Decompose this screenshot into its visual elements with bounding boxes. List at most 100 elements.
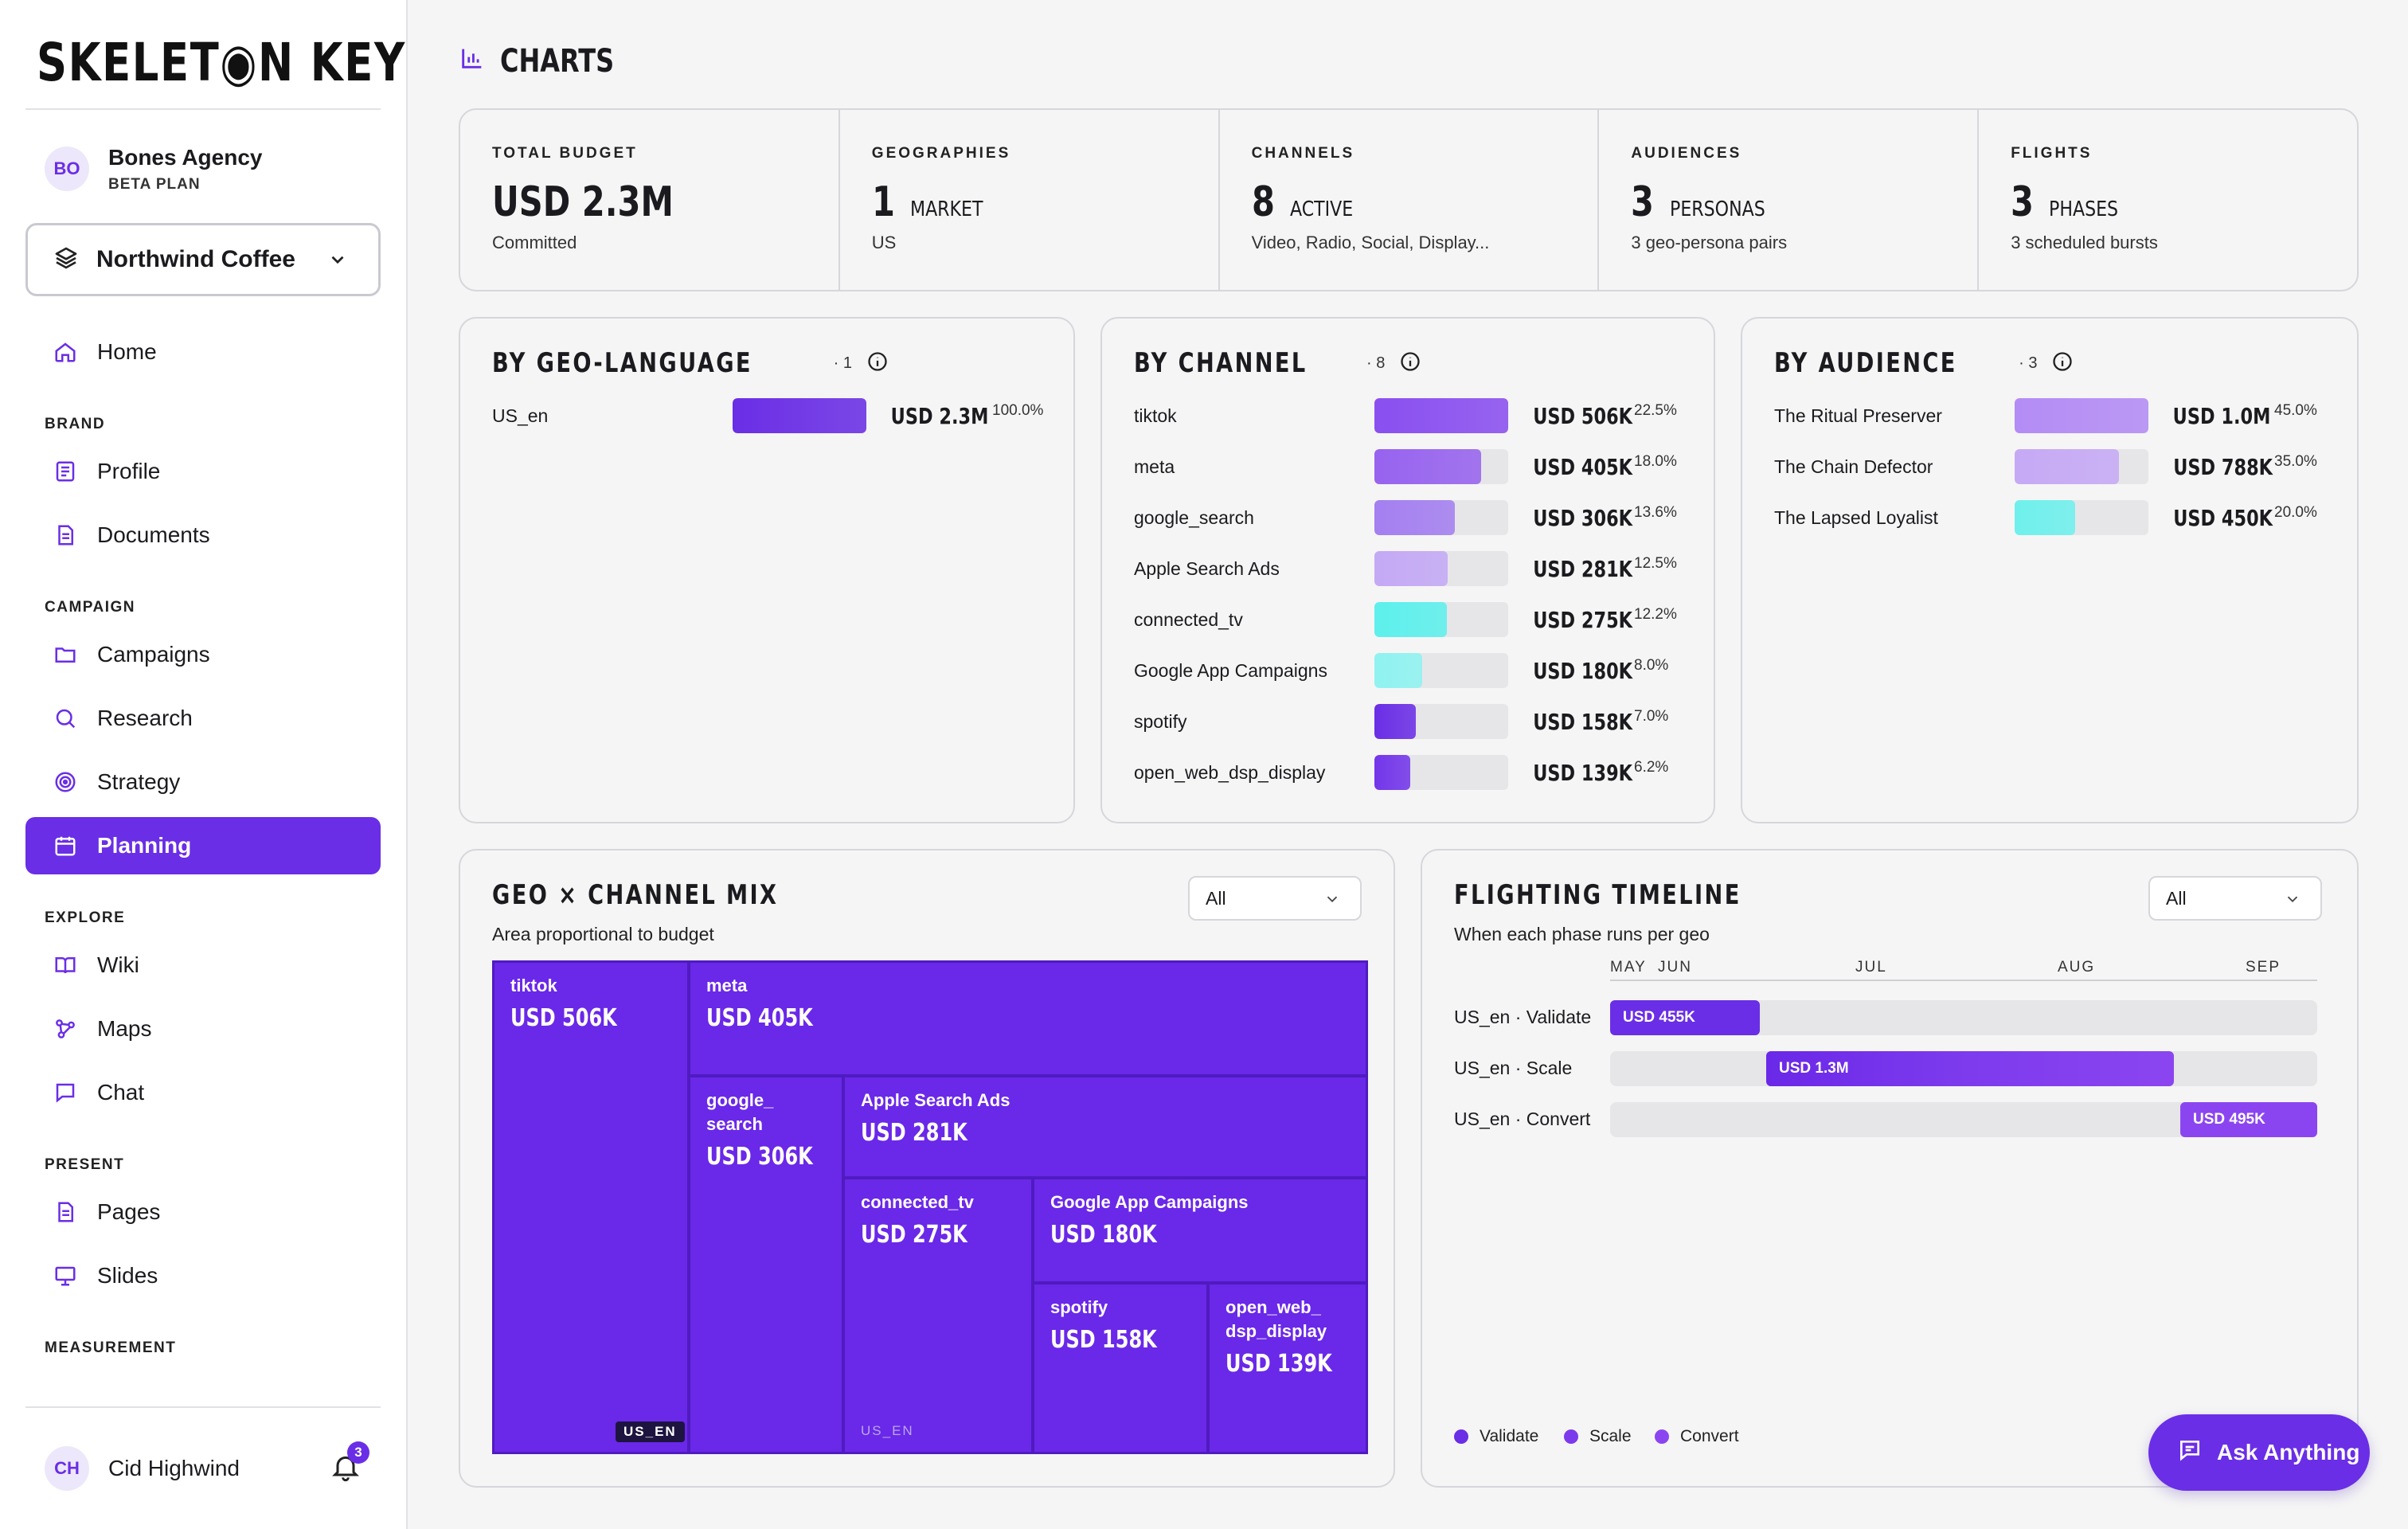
breakdown-row[interactable]: connected_tv USD 275K 12.2% (1134, 600, 1707, 639)
nav-pages[interactable]: Pages (25, 1183, 381, 1241)
flight-row-label: US_en · Validate (1454, 1007, 1592, 1027)
nav-campaigns[interactable]: Campaigns (25, 626, 381, 683)
mix-filter-select[interactable]: All (1188, 876, 1362, 921)
row-amount: USD 788K (2173, 453, 2273, 480)
row-percent: 100.0% (992, 402, 1044, 419)
tile-value: USD 506K (510, 1004, 617, 1032)
row-amount-wrap: USD 281K (1508, 556, 1632, 582)
tile-value: USD 306K (706, 1143, 813, 1171)
card-count: · 8 (1366, 354, 1386, 372)
tile-name: spotify (1050, 1297, 1108, 1317)
project-selector[interactable]: Northwind Coffee (25, 223, 381, 296)
app-logo[interactable]: SKELET◉N KEY (37, 32, 406, 93)
home-icon (53, 339, 78, 365)
tile-value: USD 405K (706, 1004, 813, 1032)
notification-badge: 3 (347, 1441, 369, 1464)
row-amount-wrap: USD 2.3M (866, 403, 989, 429)
nav-section-explore: EXPLORE (45, 909, 126, 926)
treemap-tile-connected-tv[interactable]: connected_tv USD 275K US_EN (842, 1177, 1034, 1454)
stat-sub: 3 geo-persona pairs (1631, 233, 1788, 252)
nav-section-measurement: MEASUREMENT (45, 1339, 177, 1356)
tile-name: Apple Search Ads (861, 1090, 1010, 1110)
ask-anything-button[interactable]: Ask Anything (2148, 1414, 2370, 1491)
breakdown-row[interactable]: Apple Search Ads USD 281K 12.5% (1134, 549, 1707, 588)
ask-anything-label: Ask Anything (2217, 1440, 2360, 1464)
treemap-tile-google-app-campaigns[interactable]: Google App Campaigns USD 180K (1032, 1177, 1368, 1284)
row-percent: 6.2% (1634, 759, 1669, 776)
legend-convert: Convert (1655, 1427, 1739, 1446)
card-count: · 3 (2019, 354, 2038, 372)
nav-slides[interactable]: Slides (25, 1247, 381, 1304)
stat-unit: MARKET (909, 197, 983, 221)
nav-wiki-label: Wiki (97, 952, 139, 977)
row-name: Google App Campaigns (1134, 659, 1327, 681)
nav-chat[interactable]: Chat (25, 1064, 381, 1121)
row-amount-wrap: USD 450K (2148, 505, 2273, 531)
treemap-tile-apple-search-ads[interactable]: Apple Search Ads USD 281K (842, 1075, 1368, 1179)
bar-fill (1374, 704, 1417, 739)
breakdown-row[interactable]: spotify USD 158K 7.0% (1134, 702, 1707, 741)
user-name[interactable]: Cid Highwind (108, 1456, 240, 1480)
info-icon[interactable] (866, 350, 889, 377)
row-percent: 7.0% (1634, 708, 1669, 725)
row-name: open_web_dsp_display (1134, 761, 1326, 783)
bar-track (733, 398, 866, 433)
row-percent: 35.0% (2274, 453, 2317, 470)
flighting-filter-select[interactable]: All (2148, 876, 2322, 921)
by-geo-card: BY GEO-LANGUAGE · 1 US_en USD 2.3M 100.0% (459, 317, 1075, 823)
flight-bar-convert[interactable]: USD 495K (2180, 1102, 2317, 1137)
bar-fill (1374, 551, 1448, 586)
row-amount: USD 2.3M (890, 402, 989, 429)
tile-value: USD 275K (861, 1221, 968, 1249)
treemap-tile-open-web-dsp-display[interactable]: open_web_ dsp_display USD 139K (1207, 1282, 1368, 1454)
nav-research[interactable]: Research (25, 690, 381, 747)
chevron-down-icon (2284, 890, 2301, 913)
user-avatar[interactable]: CH (45, 1446, 89, 1491)
info-icon[interactable] (1399, 350, 1421, 377)
nav-maps[interactable]: Maps (25, 1000, 381, 1058)
info-icon[interactable] (2051, 350, 2074, 377)
folder-icon (53, 642, 78, 667)
nav-strategy[interactable]: Strategy (25, 753, 381, 811)
row-amount: USD 180K (1533, 657, 1633, 684)
presentation-icon (53, 1263, 78, 1289)
search-icon (53, 706, 78, 731)
flight-bar-scale[interactable]: USD 1.3M (1766, 1051, 2174, 1086)
month-label: SEP (2246, 959, 2281, 976)
stat-channels: CHANNELS 8 ACTIVE Video, Radio, Social, D… (1220, 110, 1600, 290)
nav-planning[interactable]: Planning (25, 817, 381, 874)
treemap-tile-google-search[interactable]: google_ search USD 306K (688, 1075, 844, 1454)
nav-home[interactable]: Home (25, 323, 381, 381)
nav-profile[interactable]: Profile (25, 443, 381, 500)
row-percent: 22.5% (1634, 402, 1677, 419)
layers-icon (53, 245, 79, 275)
breakdown-row[interactable]: meta USD 405K 18.0% (1134, 448, 1707, 486)
tile-name: meta (706, 976, 748, 995)
row-name: Apple Search Ads (1134, 557, 1280, 579)
treemap-tile-tiktok[interactable]: tiktok USD 506K US_EN (492, 960, 690, 1454)
nav-home-label: Home (97, 339, 157, 364)
breakdown-row[interactable]: The Lapsed Loyalist USD 450K 20.0% (1774, 499, 2347, 537)
breakdown-row[interactable]: US_en USD 2.3M 100.0% (492, 397, 1065, 435)
mix-filter-value: All (1206, 887, 1226, 909)
breakdown-row[interactable]: The Ritual Preserver USD 1.0M 45.0% (1774, 397, 2347, 435)
treemap-tile-meta[interactable]: meta USD 405K (688, 960, 1368, 1077)
breakdown-row[interactable]: Google App Campaigns USD 180K 8.0% (1134, 651, 1707, 690)
row-percent: 45.0% (2274, 402, 2317, 419)
breakdown-row[interactable]: open_web_dsp_display USD 139K 6.2% (1134, 753, 1707, 792)
nav-wiki[interactable]: Wiki (25, 937, 381, 994)
nav-documents[interactable]: Documents (25, 506, 381, 564)
bar-track (2015, 449, 2148, 484)
tile-name: connected_tv (861, 1192, 974, 1212)
breakdown-row[interactable]: google_search USD 306K 13.6% (1134, 499, 1707, 537)
treemap-tile-spotify[interactable]: spotify USD 158K (1032, 1282, 1209, 1454)
stat-value: 3 (1631, 178, 1655, 226)
breakdown-row[interactable]: tiktok USD 506K 22.5% (1134, 397, 1707, 435)
flight-row-label: US_en · Convert (1454, 1109, 1591, 1129)
agency-avatar[interactable]: BO (45, 147, 89, 191)
flight-bar-validate[interactable]: USD 455K (1610, 1000, 1760, 1035)
breakdown-row[interactable]: The Chain Defector USD 788K 35.0% (1774, 448, 2347, 486)
row-amount: USD 158K (1533, 708, 1633, 735)
row-amount: USD 139K (1533, 759, 1633, 786)
nav-planning-label: Planning (97, 833, 192, 858)
